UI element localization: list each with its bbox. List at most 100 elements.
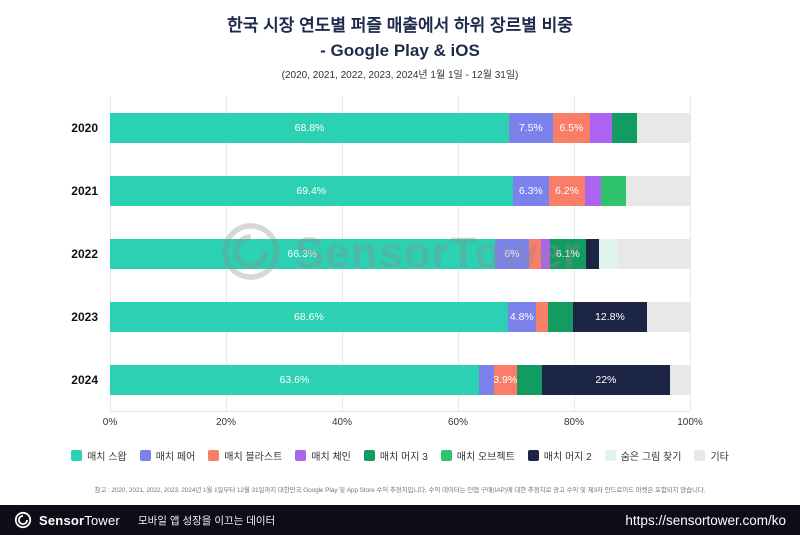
bar-segment: 22% bbox=[542, 364, 670, 395]
x-axis: 0% 20% 40% 60% 80% 100% bbox=[103, 411, 703, 428]
segment-value-label: 66.3% bbox=[287, 247, 318, 260]
legend-label: 매치 스왑 bbox=[87, 452, 127, 463]
legend-label: 매치 오브젝트 bbox=[456, 452, 515, 463]
bar-segment bbox=[535, 301, 549, 332]
bar-segment bbox=[618, 238, 690, 269]
legend-item: 기타 bbox=[694, 448, 729, 463]
chart-title-line2: - Google Play & iOS bbox=[320, 40, 480, 60]
legend-swatch bbox=[604, 450, 616, 461]
bar-segment: 68.6% bbox=[110, 301, 508, 332]
bar-segment: 4.8% bbox=[507, 301, 536, 332]
bar-segment: 7.5% bbox=[509, 112, 553, 143]
bar-segment bbox=[612, 112, 637, 143]
segment-value-label: 6% bbox=[504, 247, 520, 260]
plot-area: 2020 68.8% 7.5% 6.5% 2021 69.4% 6.3% 6.2% 2022 66… bbox=[71, 96, 703, 428]
footer-brand-part1: Sensor bbox=[39, 512, 85, 528]
bar-segment bbox=[540, 238, 551, 269]
legend-label: 매치 블라스트 bbox=[224, 452, 283, 463]
x-tick-label: 20% bbox=[215, 417, 237, 428]
footer-bar: SensorTower 모바일 앱 성장을 이끄는 데이터 https://se… bbox=[0, 505, 800, 535]
legend-swatch bbox=[527, 450, 539, 461]
legend-label: 숨은 그림 찾기 bbox=[620, 452, 682, 463]
legend-swatch bbox=[295, 450, 307, 461]
legend-item: 매치 페어 bbox=[139, 448, 195, 463]
bar-segment bbox=[669, 364, 690, 395]
bar-segment bbox=[590, 112, 613, 143]
bar-segment: 12.8% bbox=[572, 301, 648, 332]
segment-value-label: 63.6% bbox=[279, 373, 310, 386]
chart-subtitle: (2020, 2021, 2022, 2023, 2024년 1월 1일 - 1… bbox=[281, 70, 519, 81]
legend-label: 매치 체인 bbox=[311, 452, 351, 463]
year-label: 2021 bbox=[71, 183, 98, 198]
bar-segment: 66.3% bbox=[110, 238, 495, 269]
bar-row: 2023 68.6% 4.8% 12.8% bbox=[71, 285, 690, 348]
segment-value-label: 7.5% bbox=[518, 121, 543, 134]
year-label: 2023 bbox=[71, 309, 98, 324]
bar-segment: 69.4% bbox=[110, 175, 513, 206]
segment-value-label: 4.8% bbox=[509, 310, 534, 323]
bar-segment: 6.3% bbox=[512, 175, 550, 206]
footer-brand-text: SensorTower bbox=[39, 513, 120, 528]
bar-segment bbox=[585, 175, 601, 206]
bar-segment: 6.2% bbox=[549, 175, 585, 206]
footer-url-link[interactable]: https://sensortower.com/ko bbox=[625, 512, 786, 528]
bar-segment bbox=[636, 112, 690, 143]
bar-row: 2020 68.8% 7.5% 6.5% bbox=[71, 96, 690, 159]
segment-value-label: 68.6% bbox=[294, 310, 324, 323]
chart-title-line1: 한국 시장 연도별 퍼즐 매출에서 하위 장르별 비중 bbox=[227, 16, 573, 35]
legend-item: 매치 머지 3 bbox=[363, 448, 428, 463]
segment-value-label: 12.8% bbox=[595, 310, 625, 323]
segment-value-label: 6.2% bbox=[555, 184, 579, 197]
segment-value-label: 68.8% bbox=[294, 121, 325, 134]
bar-segment: 3.9% bbox=[493, 364, 517, 395]
segment-value-label: 6.3% bbox=[518, 184, 543, 197]
bar-track: 69.4% 6.3% 6.2% bbox=[110, 175, 690, 206]
bar-segment bbox=[626, 175, 690, 206]
legend-swatch bbox=[208, 450, 220, 461]
segment-value-label: 22% bbox=[595, 373, 617, 386]
legend-item: 매치 체인 bbox=[295, 448, 351, 463]
bar-segment bbox=[529, 238, 541, 269]
bar-segment bbox=[600, 175, 627, 206]
bar-segment bbox=[647, 301, 690, 332]
year-label: 2024 bbox=[71, 372, 98, 387]
footer-brand-part2: Tower bbox=[84, 512, 120, 528]
legend-swatch bbox=[71, 450, 83, 461]
gridline bbox=[690, 96, 691, 411]
segment-value-label: 6.5% bbox=[559, 121, 584, 134]
chart-title: 한국 시장 연도별 퍼즐 매출에서 하위 장르별 비중 - Google Pla… bbox=[0, 14, 800, 63]
legend: 매치 스왑 매치 페어 매치 블라스트 매치 체인 매치 머지 3 매치 오브젝트 매치 머… bbox=[0, 448, 800, 463]
bar-track: 66.3% 6% 6.1% bbox=[110, 238, 690, 269]
x-tick-label: 100% bbox=[677, 417, 703, 428]
bar-segment bbox=[516, 364, 543, 395]
legend-item: 매치 블라스트 bbox=[208, 448, 282, 463]
legend-item: 매치 스왑 bbox=[71, 448, 127, 463]
bars: 2020 68.8% 7.5% 6.5% 2021 69.4% 6.3% 6.2% 2022 66… bbox=[71, 96, 690, 411]
legend-label: 매치 머지 2 bbox=[543, 452, 592, 463]
footer-brand: SensorTower bbox=[14, 511, 120, 529]
bar-track: 63.6% 3.9% 22% bbox=[110, 364, 690, 395]
bar-segment bbox=[599, 238, 619, 269]
bar-segment: 63.6% bbox=[110, 364, 479, 395]
chart: 2020 68.8% 7.5% 6.5% 2021 69.4% 6.3% 6.2% 2022 66… bbox=[71, 96, 703, 428]
bar-segment: 6.5% bbox=[552, 112, 591, 143]
footnote: 참고 : 2020, 2021, 2022, 2023, 2024년 1월 1일… bbox=[94, 487, 706, 494]
legend-item: 숨은 그림 찾기 bbox=[604, 448, 682, 463]
bar-track: 68.6% 4.8% 12.8% bbox=[110, 301, 690, 332]
legend-swatch bbox=[139, 450, 151, 461]
footer-tagline: 모바일 앱 성장을 이끄는 데이터 bbox=[137, 514, 276, 527]
year-label: 2020 bbox=[71, 120, 98, 135]
legend-swatch bbox=[440, 450, 452, 461]
sensortower-logo-icon bbox=[14, 511, 32, 529]
bar-row: 2021 69.4% 6.3% 6.2% bbox=[71, 159, 690, 222]
legend-label: 기타 bbox=[710, 452, 729, 463]
segment-value-label: 6.1% bbox=[555, 247, 580, 260]
bar-row: 2024 63.6% 3.9% 22% bbox=[71, 348, 690, 411]
bar-track: 68.8% 7.5% 6.5% bbox=[110, 112, 690, 143]
x-tick-label: 0% bbox=[102, 417, 118, 428]
legend-swatch bbox=[363, 450, 375, 461]
legend-item: 매치 오브젝트 bbox=[440, 448, 515, 463]
x-tick-label: 80% bbox=[563, 417, 585, 428]
bar-row: 2022 66.3% 6% 6.1% bbox=[71, 222, 690, 285]
